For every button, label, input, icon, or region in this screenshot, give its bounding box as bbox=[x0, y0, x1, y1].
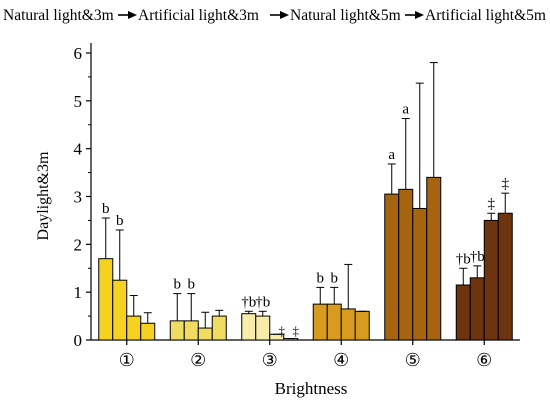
bar bbox=[241, 313, 257, 341]
y-tick-label: 5 bbox=[74, 92, 83, 111]
chart-error-bars bbox=[101, 62, 510, 340]
significance-label: †b bbox=[255, 294, 270, 310]
significance-label: b bbox=[317, 270, 325, 286]
bar bbox=[183, 320, 199, 341]
legend-arrow-3-icon bbox=[415, 11, 424, 19]
bar bbox=[326, 303, 342, 341]
bar bbox=[340, 308, 356, 341]
x-tick-label: ⑥ bbox=[476, 350, 492, 370]
chart-bars bbox=[98, 176, 513, 341]
bar bbox=[483, 219, 499, 341]
bar bbox=[169, 320, 185, 341]
x-tick-label: ③ bbox=[262, 350, 278, 370]
legend-arrow-2-icon bbox=[280, 11, 289, 19]
significance-label: b bbox=[188, 277, 196, 293]
legend-step-3: Natural light&5m bbox=[290, 7, 401, 24]
significance-label: a bbox=[402, 102, 409, 118]
legend-step-1: Natural light&3m bbox=[3, 7, 114, 24]
bar bbox=[312, 303, 328, 341]
legend-sequence: Natural light&3m Artificial light&3m Nat… bbox=[3, 7, 546, 24]
significance-label: †b bbox=[456, 251, 471, 267]
bar bbox=[140, 322, 156, 341]
chart-annotations: bbb b†b †b‡ ‡b baa†b †b‡‡ bbox=[102, 102, 510, 338]
bar bbox=[412, 207, 428, 341]
bar bbox=[455, 284, 471, 341]
significance-label: a bbox=[388, 147, 395, 163]
significance-label: b bbox=[331, 270, 339, 286]
bar bbox=[497, 212, 513, 341]
bar bbox=[197, 327, 213, 341]
bar bbox=[211, 315, 227, 341]
significance-label: ‡ bbox=[488, 196, 496, 212]
bar bbox=[398, 188, 414, 341]
bar bbox=[112, 279, 128, 341]
x-tick-label: ① bbox=[119, 350, 135, 370]
significance-label: ‡ bbox=[502, 176, 510, 192]
legend-step-2: Artificial light&3m bbox=[138, 7, 259, 24]
y-axis-label: Daylight&3m bbox=[35, 151, 52, 240]
significance-label: b bbox=[116, 213, 124, 229]
x-tick-label: ④ bbox=[333, 350, 349, 370]
y-tick-label: 0 bbox=[74, 331, 83, 350]
y-tick-label: 6 bbox=[74, 44, 83, 63]
significance-label: ‡ bbox=[279, 323, 286, 338]
x-tick-label: ⑤ bbox=[405, 350, 421, 370]
bar bbox=[384, 193, 400, 341]
significance-label: ‡ bbox=[293, 323, 300, 338]
significance-label: †b bbox=[241, 294, 256, 310]
bar bbox=[126, 315, 142, 341]
y-tick-label: 4 bbox=[74, 140, 83, 159]
legend-step-4: Artificial light&5m bbox=[425, 7, 546, 24]
chart-axes: 0 1 2 3 4 5 6 ① ② ③ ④ ⑤ ⑥ bbox=[74, 43, 520, 370]
bar bbox=[98, 258, 114, 341]
y-tick-label: 2 bbox=[74, 235, 83, 254]
x-axis-label: Brightness bbox=[275, 379, 348, 398]
y-tick-label: 1 bbox=[74, 283, 83, 302]
bar bbox=[255, 315, 271, 341]
x-tick-label: ② bbox=[190, 350, 206, 370]
significance-label: b bbox=[174, 277, 182, 293]
bar bbox=[469, 277, 485, 341]
y-tick-label: 3 bbox=[74, 188, 83, 207]
legend-arrow-1-icon bbox=[128, 11, 137, 19]
significance-label: †b bbox=[470, 249, 485, 265]
significance-label: b bbox=[102, 201, 110, 217]
bar bbox=[354, 310, 370, 341]
bar bbox=[426, 176, 442, 341]
